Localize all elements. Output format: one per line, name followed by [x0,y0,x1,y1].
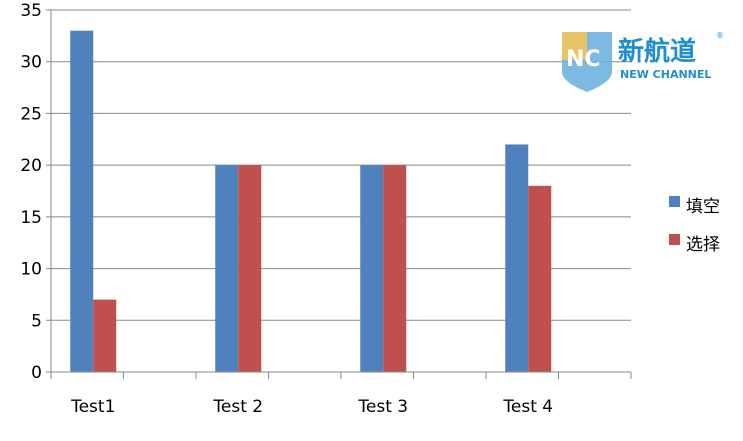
y-tick-label: 5 [31,311,42,331]
y-tick-label: 15 [20,208,42,228]
bar-series2 [383,165,407,372]
y-tick-label: 0 [31,363,42,383]
logo-name-cn: 新航道 [618,36,696,67]
y-tick-label: 30 [20,53,42,73]
new-channel-logo: NC 新航道 ® NEW CHANNEL [562,31,724,92]
y-axis-ticks: 0 5 10 15 20 25 30 35 [20,1,51,383]
x-category-label: Test 3 [357,397,408,417]
bar-series1 [70,30,94,372]
logo-mark: NC [566,47,601,72]
y-tick-label: 35 [20,1,42,21]
bar-series2 [528,185,552,372]
legend-swatch [669,234,680,245]
y-tick-label: 20 [20,156,42,176]
x-axis: Test1 Test 2 Test 3 Test 4 [50,10,632,417]
x-category-label: Test 4 [502,397,553,417]
y-tick-label: 25 [20,104,42,124]
bars [70,30,552,372]
x-category-label: Test1 [70,397,115,417]
legend-swatch [669,196,680,207]
bar-series1 [215,165,239,372]
gridlines [51,9,631,321]
bar-series1 [505,144,529,372]
legend-label: 填空 [686,197,720,217]
logo-registered: ® [716,31,724,40]
logo-name-en: NEW CHANNEL [620,68,711,81]
bar-series1 [360,165,384,372]
x-category-label: Test 2 [212,397,263,417]
y-tick-label: 10 [20,260,42,280]
bar-series2 [238,165,262,372]
legend-label: 选择 [686,235,720,255]
bar-series2 [93,299,117,372]
